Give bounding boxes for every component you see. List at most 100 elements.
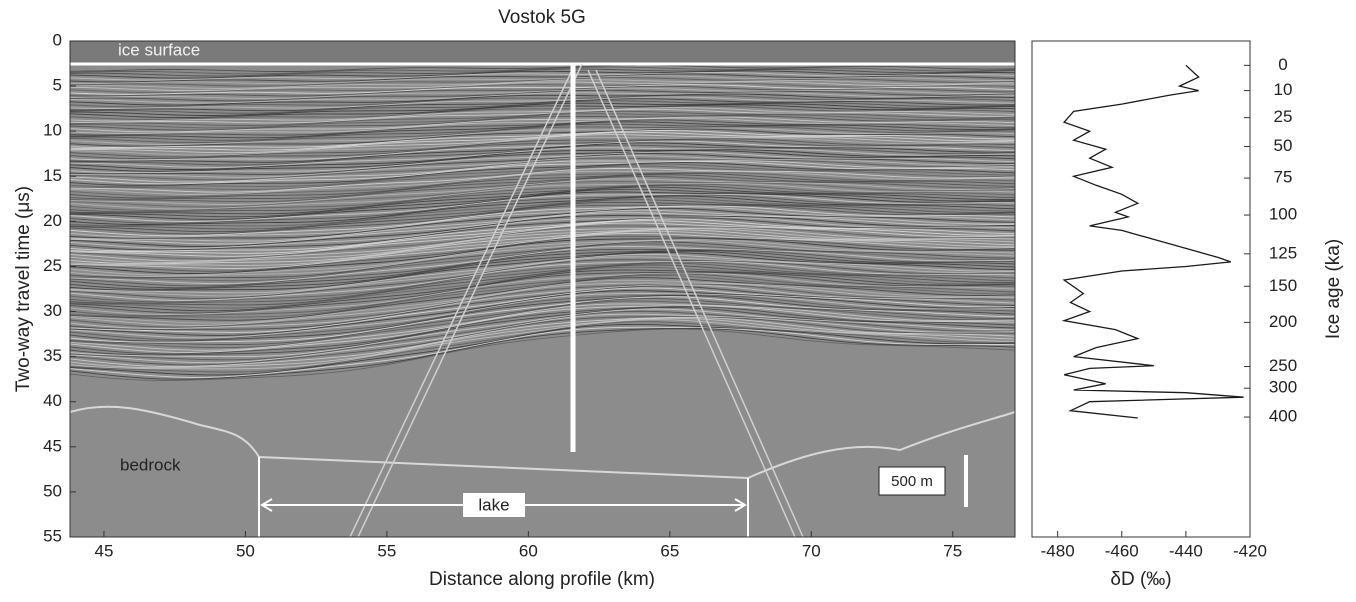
y-tick-label: 15 bbox=[43, 166, 62, 185]
x-tick-label: 60 bbox=[519, 541, 538, 560]
y-tick-label: 100 bbox=[1269, 205, 1297, 224]
radar-layer bbox=[69, 87, 1016, 99]
radar-layer bbox=[69, 136, 1016, 156]
radar-layer bbox=[69, 300, 1016, 349]
radar-layer bbox=[69, 319, 1016, 370]
radar-layer bbox=[69, 139, 1016, 160]
y-tick-label: 125 bbox=[1269, 243, 1297, 262]
radar-layer bbox=[69, 160, 1016, 185]
radar-layer bbox=[69, 260, 1016, 301]
x-tick-label: -480 bbox=[1041, 541, 1075, 560]
radar-layer bbox=[69, 201, 1016, 233]
radar-layer bbox=[69, 85, 1016, 97]
radar-layer bbox=[69, 313, 1016, 364]
radar-layer bbox=[69, 294, 1016, 341]
y-tick-label: 300 bbox=[1269, 378, 1297, 397]
radar-layer bbox=[69, 209, 1016, 242]
radar-layer bbox=[69, 172, 1016, 199]
radar-layer bbox=[69, 256, 1016, 297]
radar-layer bbox=[69, 93, 1016, 106]
radar-layer bbox=[69, 102, 1016, 116]
radar-layer bbox=[69, 272, 1016, 316]
radar-layer bbox=[69, 248, 1016, 287]
radar-layer bbox=[69, 153, 1015, 175]
radar-layer bbox=[69, 269, 1016, 312]
radar-layer bbox=[69, 160, 1016, 183]
radar-layer bbox=[70, 113, 1016, 129]
radar-layer bbox=[69, 218, 1016, 252]
y-tick-label: 50 bbox=[43, 481, 62, 500]
radar-layer bbox=[69, 262, 1016, 304]
plot-frame bbox=[69, 40, 1016, 538]
radar-layer bbox=[69, 216, 1016, 249]
radar-layer bbox=[69, 194, 1016, 224]
radar-layer bbox=[69, 233, 1016, 269]
radar-layer bbox=[69, 243, 1016, 282]
radar-layer bbox=[69, 328, 1016, 381]
radar-layer bbox=[69, 92, 1015, 104]
radar-layer bbox=[69, 127, 1016, 145]
annotation: ice surface bbox=[118, 40, 200, 59]
radar-layer bbox=[69, 316, 1016, 366]
crossing-line bbox=[587, 69, 804, 538]
radar-layer bbox=[69, 252, 1016, 291]
radar-layer bbox=[69, 96, 1016, 109]
radar-layer bbox=[69, 84, 1016, 95]
bedrock-line bbox=[69, 405, 1016, 480]
radar-layer bbox=[69, 266, 1016, 309]
radar-layer bbox=[69, 204, 1016, 235]
radar-layer bbox=[69, 82, 1016, 94]
radar-layer bbox=[69, 227, 1016, 262]
radar-layer bbox=[69, 104, 1016, 119]
x-tick-label: -440 bbox=[1169, 541, 1203, 560]
lake-box bbox=[463, 493, 525, 517]
x-axis-label: Distance along profile (km) bbox=[429, 569, 655, 590]
radar-layer bbox=[69, 303, 1015, 351]
radar-layer bbox=[69, 100, 1016, 114]
x-tick-label: -420 bbox=[1233, 541, 1267, 560]
radar-layer bbox=[69, 130, 1016, 148]
radar-layer bbox=[69, 163, 1016, 187]
radar-layer bbox=[69, 134, 1016, 154]
radar-layer bbox=[69, 283, 1016, 328]
radar-layer bbox=[69, 107, 1016, 122]
radar-layer bbox=[69, 282, 1016, 326]
radar-layer bbox=[69, 321, 1016, 373]
radar-layer bbox=[69, 117, 1016, 134]
radar-layer bbox=[69, 261, 1016, 303]
radar-layer bbox=[69, 147, 1016, 168]
radar-layer bbox=[70, 123, 1016, 141]
radar-layer bbox=[69, 238, 1016, 274]
radar-layer bbox=[69, 295, 1016, 342]
radar-layer bbox=[69, 73, 1016, 83]
radar-layer bbox=[69, 327, 1016, 380]
radar-layer bbox=[69, 317, 1016, 369]
radar-layer bbox=[69, 195, 1016, 225]
radar-layer bbox=[69, 306, 1016, 355]
y-tick-label: 250 bbox=[1269, 356, 1297, 375]
x-tick-label: 50 bbox=[236, 541, 255, 560]
radar-layer bbox=[69, 279, 1016, 324]
radar-layer bbox=[69, 293, 1015, 339]
radar-layer bbox=[69, 215, 1015, 247]
y-tick-label: 25 bbox=[1274, 107, 1293, 126]
radar-layer bbox=[69, 250, 1016, 290]
radar-layer bbox=[69, 71, 1016, 81]
y-tick-label: 0 bbox=[1278, 55, 1287, 74]
radar-layer bbox=[69, 89, 1016, 102]
radar-layer bbox=[69, 181, 1016, 208]
radar-layer bbox=[69, 323, 1016, 376]
radar-layer bbox=[69, 188, 1016, 218]
x-tick-label: 65 bbox=[660, 541, 679, 560]
radar-layer bbox=[69, 285, 1016, 330]
data-line bbox=[1061, 64, 1244, 419]
radar-layer bbox=[69, 197, 1016, 227]
radar-layer bbox=[69, 308, 1016, 358]
radar-layer bbox=[69, 108, 1016, 124]
radar-layer bbox=[69, 205, 1016, 237]
radar-layer bbox=[69, 220, 1016, 254]
radar-layer bbox=[69, 70, 1016, 79]
x-tick-label: -460 bbox=[1105, 541, 1139, 560]
radar-layer bbox=[69, 64, 1016, 72]
